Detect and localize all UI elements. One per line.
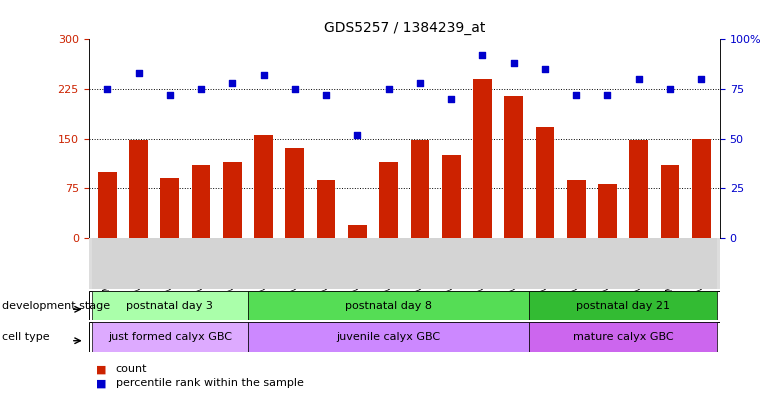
Bar <box>380 162 398 238</box>
Text: just formed calyx GBC: just formed calyx GBC <box>108 332 232 342</box>
Bar <box>316 180 336 238</box>
Point <box>289 86 301 92</box>
Point <box>132 70 145 76</box>
Bar <box>691 138 711 238</box>
Bar <box>254 135 273 238</box>
Point <box>320 92 333 98</box>
Text: percentile rank within the sample: percentile rank within the sample <box>116 378 303 388</box>
Text: postnatal day 3: postnatal day 3 <box>126 301 213 310</box>
Bar <box>498 238 529 289</box>
Point <box>632 76 644 82</box>
Text: juvenile calyx GBC: juvenile calyx GBC <box>336 332 440 342</box>
Point <box>695 76 708 82</box>
Point <box>445 95 457 102</box>
Bar <box>248 291 529 320</box>
Bar <box>373 238 404 289</box>
Point <box>101 86 113 92</box>
Point <box>257 72 270 78</box>
Title: GDS5257 / 1384239_at: GDS5257 / 1384239_at <box>323 22 485 35</box>
Bar <box>654 238 685 289</box>
Point <box>570 92 582 98</box>
Bar <box>223 162 242 238</box>
Bar <box>342 238 373 289</box>
Bar <box>98 172 117 238</box>
Point <box>226 80 239 86</box>
Bar <box>529 291 717 320</box>
Bar <box>92 238 123 289</box>
Text: postnatal day 21: postnatal day 21 <box>576 301 670 310</box>
Text: postnatal day 8: postnatal day 8 <box>345 301 432 310</box>
Bar <box>410 140 429 238</box>
Bar <box>567 180 585 238</box>
Bar <box>629 140 648 238</box>
Bar <box>248 238 280 289</box>
Bar <box>504 95 523 238</box>
Bar <box>216 238 248 289</box>
Point <box>351 131 363 138</box>
Bar <box>561 238 592 289</box>
Point <box>195 86 207 92</box>
Bar <box>280 238 310 289</box>
Bar <box>129 140 148 238</box>
Bar <box>186 238 216 289</box>
Bar <box>529 238 561 289</box>
Bar <box>623 238 654 289</box>
Bar <box>160 178 179 238</box>
Bar <box>248 322 529 352</box>
Point <box>507 60 520 66</box>
Point <box>476 52 488 58</box>
Bar <box>192 165 210 238</box>
Point <box>383 86 395 92</box>
Bar <box>661 165 679 238</box>
Bar <box>348 224 367 238</box>
Bar <box>154 238 186 289</box>
Bar <box>310 238 342 289</box>
Point <box>601 92 614 98</box>
Text: ■: ■ <box>96 364 107 375</box>
Bar <box>685 238 717 289</box>
Text: cell type: cell type <box>2 332 49 342</box>
Point <box>413 80 426 86</box>
Bar <box>467 238 498 289</box>
Text: development stage: development stage <box>2 301 109 310</box>
Bar <box>92 291 248 320</box>
Bar <box>404 238 436 289</box>
Text: ■: ■ <box>96 378 107 388</box>
Bar <box>473 79 492 238</box>
Bar <box>436 238 467 289</box>
Bar <box>123 238 154 289</box>
Point <box>664 86 676 92</box>
Bar <box>286 149 304 238</box>
Text: mature calyx GBC: mature calyx GBC <box>573 332 673 342</box>
Bar <box>592 238 623 289</box>
Point <box>164 92 176 98</box>
Point <box>539 66 551 72</box>
Text: count: count <box>116 364 147 375</box>
Bar <box>442 155 460 238</box>
Bar <box>92 322 248 352</box>
Bar <box>535 127 554 238</box>
Bar <box>598 184 617 238</box>
Bar <box>529 322 717 352</box>
